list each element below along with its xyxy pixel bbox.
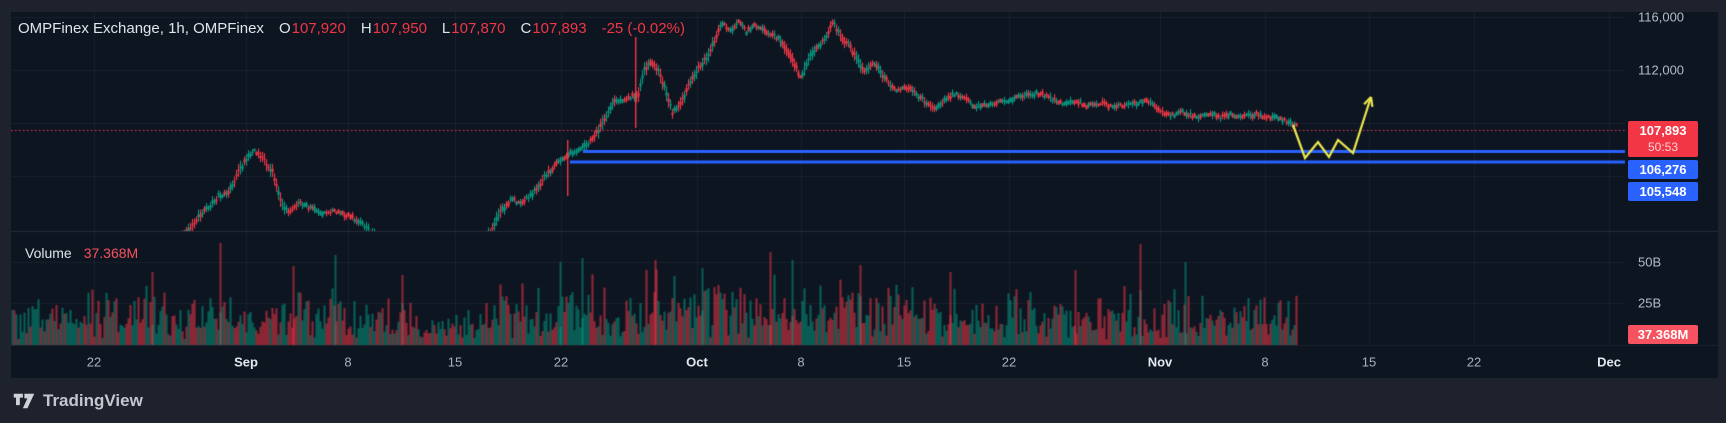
time-axis-tick: 22: [553, 354, 569, 369]
ohlc-high: H107,950: [360, 20, 427, 37]
time-axis-tick: 15: [1361, 354, 1377, 369]
symbol-legend: OMPFinex Exchange, 1h, OMPFinex O107,920…: [18, 20, 685, 37]
last-price-value: 107,893: [1639, 123, 1687, 138]
time-axis-tick: Nov: [1147, 354, 1173, 369]
candlestick-volume-canvas[interactable]: [11, 12, 1718, 378]
time-axis-tick: 15: [896, 354, 912, 369]
current-volume-label: 37.368M: [1628, 325, 1698, 344]
volume-legend-label: Volume: [25, 245, 72, 261]
tradingview-logo[interactable]: TradingView: [13, 391, 143, 411]
tradingview-logo-icon: [13, 391, 35, 411]
volume-legend: Volume 37.368M: [25, 245, 138, 261]
tradingview-logo-text: TradingView: [43, 390, 143, 410]
ohlc-low: L107,870: [441, 20, 506, 37]
time-axis-tick: Sep: [234, 354, 258, 369]
time-axis-tick: 22: [1466, 354, 1482, 369]
volume-legend-value: 37.368M: [83, 245, 139, 261]
time-axis-tick: 22: [1001, 354, 1017, 369]
ohlc-open: O107,920: [278, 20, 346, 37]
time-axis[interactable]: 22 Sep 8 15 22 Oct 8 15 22 Nov 8 15 22 Dec: [11, 345, 1718, 378]
level-label-106276: 106,276: [1628, 160, 1698, 179]
price-axis-tick: 25B: [1638, 295, 1662, 311]
symbol-title[interactable]: OMPFinex Exchange, 1h, OMPFinex: [18, 20, 264, 37]
price-axis-tick: 50B: [1638, 254, 1662, 270]
time-axis-tick: 22: [86, 354, 102, 369]
level-label-105548: 105,548: [1628, 182, 1698, 201]
time-axis-tick: Dec: [1597, 354, 1621, 369]
time-axis-tick: 15: [447, 354, 463, 369]
price-axis-tick: 112,000: [1638, 62, 1685, 78]
time-axis-tick: 8: [1261, 354, 1269, 369]
ohlc-close: C107,893: [520, 20, 587, 37]
time-axis-tick: 8: [344, 354, 352, 369]
time-axis-tick: Oct: [686, 354, 708, 369]
bottom-bar: TradingView: [0, 378, 1726, 423]
price-change: -25 (-0.02%): [601, 20, 685, 37]
price-axis-tick: 116,000: [1638, 9, 1685, 25]
bar-close-countdown: 50:53: [1647, 140, 1679, 154]
last-price-label: 107,893 50:53: [1628, 121, 1698, 157]
time-axis-tick: 8: [797, 354, 805, 369]
